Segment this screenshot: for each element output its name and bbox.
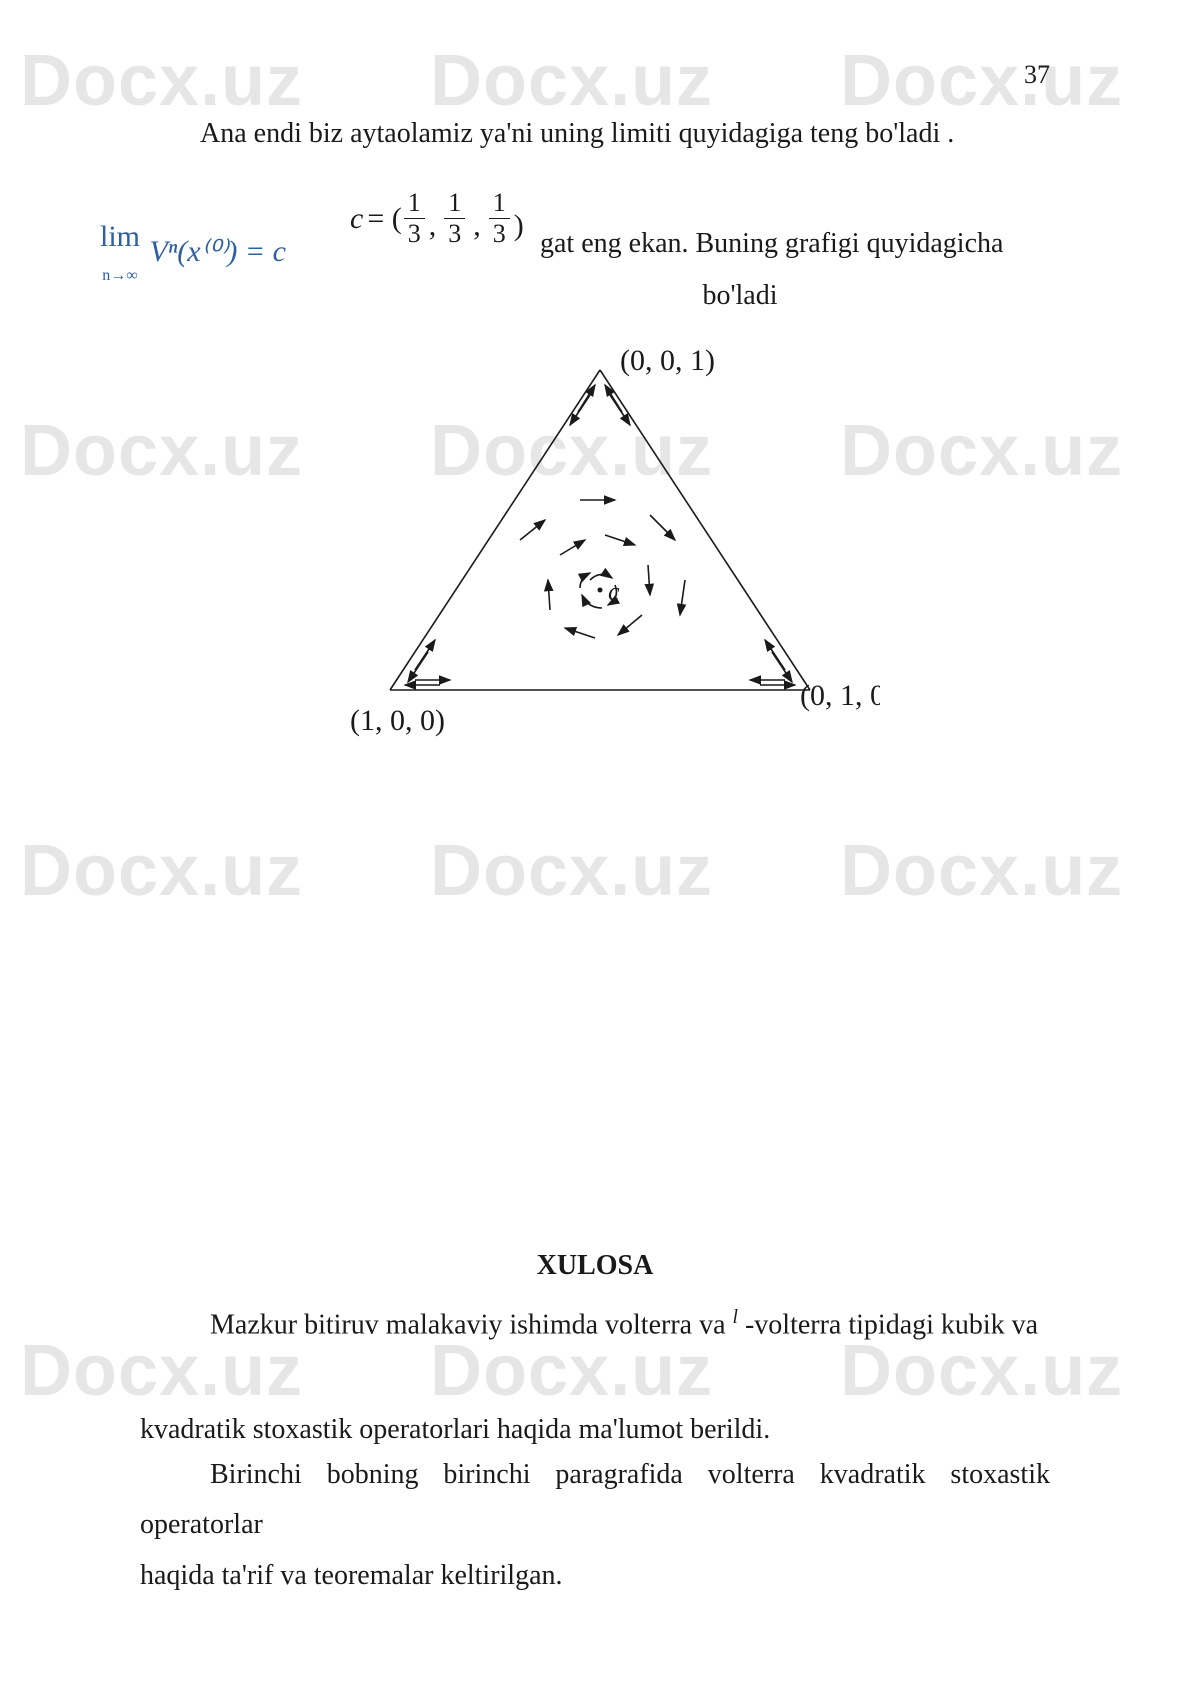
c-lhs: c [350,202,363,236]
para1-b: -volterra tipidagi kubik va [745,1309,1038,1340]
limit-expression: lim n→∞ Vⁿ(x⁽⁰⁾) = c [100,220,286,288]
sep-1: , [429,209,437,243]
frac-1-num: 1 [404,190,425,219]
c-close: ) [514,209,524,243]
equation-row: lim n→∞ Vⁿ(x⁽⁰⁾) = c c = ( 1 3 , 1 3 , 1… [100,180,1080,310]
frac-2-den: 3 [448,219,461,247]
vertex-top-label: (0, 0, 1) [620,344,715,377]
para-3: Birinchi bobning birinchi paragrafida vo… [140,1450,1050,1601]
center-label: c [608,577,620,606]
c-eq-open: = ( [367,202,401,236]
frac-3-den: 3 [493,219,506,247]
conclusion-heading: XULOSA [140,1250,1050,1282]
lim-subscript: n→∞ [102,267,137,284]
lim-body: Vⁿ(x⁽⁰⁾) = c [150,235,286,268]
sep-2: , [473,209,481,243]
frac-1-den: 3 [408,219,421,247]
page-content: 37 Ana endi biz aytaolamiz ya'ni uning l… [140,60,1050,1620]
para4: haqida ta'rif va teoremalar keltirilgan. [140,1560,563,1591]
after-c-text-2: bo'ladi [540,280,940,312]
c-equals: c = ( 1 3 , 1 3 , 1 3 ) [350,190,524,247]
para3-a: Birinchi bobning birinchi paragrafida vo… [140,1459,1050,1540]
simplex-svg: c (0, 0, 1) (1, 0, 0) (0, 1, 0) [320,340,880,760]
frac-2-num: 1 [444,190,465,219]
vertex-left-label: (1, 0, 0) [350,704,445,737]
para-2: kvadratik stoxastik operatorlari haqida … [140,1405,1050,1455]
para1-a: Mazkur bitiruv malakaviy ishimda volterr… [210,1309,726,1340]
after-c-text: gat eng ekan. Buning grafigi quyidagicha [540,228,1003,260]
frac-3: 1 3 [489,190,510,247]
frac-1: 1 3 [404,190,425,247]
para1-sup: l [733,1307,738,1328]
frac-2: 1 3 [444,190,465,247]
lim-text: lim [100,220,140,253]
para-1: Mazkur bitiruv malakaviy ishimda volterr… [140,1300,1050,1351]
page-number: 37 [1024,60,1050,90]
intro-text: Ana endi biz aytaolamiz ya'ni uning limi… [200,118,954,150]
frac-3-num: 1 [489,190,510,219]
simplex-diagram: c (0, 0, 1) (1, 0, 0) (0, 1, 0) [320,340,880,760]
vertex-right-label: (0, 1, 0) [800,679,880,712]
